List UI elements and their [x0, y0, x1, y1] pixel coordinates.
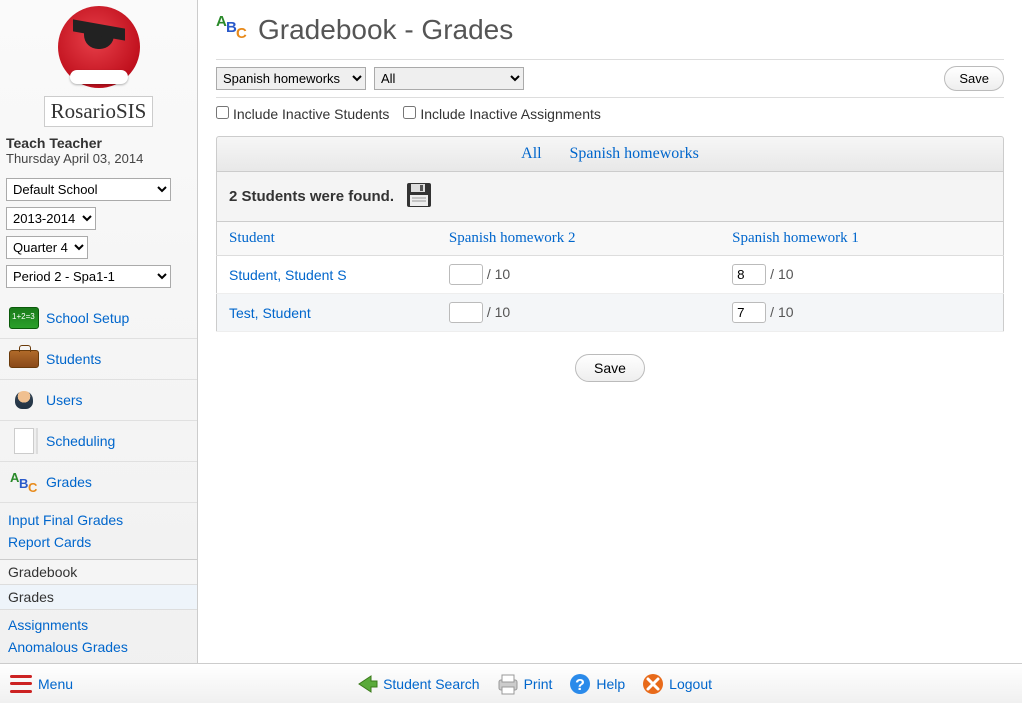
grades-table: Student Spanish homework 2 Spanish homew…: [216, 222, 1004, 332]
results-count-text: 2 Students were found.: [229, 188, 394, 205]
schedule-icon: [8, 427, 40, 455]
save-button-top[interactable]: Save: [944, 66, 1004, 91]
tab-all[interactable]: All: [521, 145, 541, 162]
nav-scheduling-label: Scheduling: [46, 433, 115, 449]
save-disk-icon[interactable]: [406, 182, 432, 211]
grades-sublinks-2: Assignments Anomalous Grades: [0, 610, 197, 664]
footer-actions: Student Search Print ? Help Logout: [353, 671, 722, 697]
period-select[interactable]: Period 2 - Spa1-1: [6, 265, 171, 288]
quarter-select[interactable]: Quarter 4: [6, 236, 88, 259]
link-assignments[interactable]: Assignments: [8, 614, 189, 636]
printer-icon: [496, 672, 520, 696]
footer-help[interactable]: ? Help: [568, 672, 625, 696]
nav-students[interactable]: Students: [0, 339, 197, 380]
logo: [0, 0, 197, 92]
link-input-final-grades[interactable]: Input Final Grades: [8, 509, 189, 531]
page-title-row: ABC Gradebook - Grades: [216, 12, 1004, 47]
chk-inactive-students[interactable]: [216, 106, 229, 119]
footer-menu-label: Menu: [38, 676, 73, 692]
save-button-bottom[interactable]: Save: [575, 354, 645, 382]
footer-student-search[interactable]: Student Search: [353, 671, 480, 697]
nav: School Setup Students Users Scheduling A…: [0, 298, 197, 503]
user-name: Teach Teacher: [6, 135, 191, 151]
page-title: Gradebook - Grades: [258, 14, 513, 46]
briefcase-icon: [8, 345, 40, 373]
scroll-icon: [70, 70, 128, 84]
filter-row: Spanish homeworks All Save: [216, 59, 1004, 98]
logo-circle-icon: [58, 6, 140, 88]
grade-input-hw1[interactable]: [732, 302, 766, 323]
grade-of: / 10: [487, 304, 510, 320]
school-select[interactable]: Default School: [6, 178, 171, 201]
results-header: 2 Students were found.: [216, 172, 1004, 222]
table-row: Student, Student S / 10 / 10: [217, 256, 1004, 294]
grade-of: / 10: [770, 266, 793, 282]
arrow-left-icon: [353, 671, 379, 697]
nav-students-label: Students: [46, 351, 101, 367]
user-block: Teach Teacher Thursday April 03, 2014: [0, 135, 197, 178]
abc-icon: ABC: [8, 468, 40, 496]
brand-name: RosarioSIS: [44, 96, 154, 127]
footer-menu[interactable]: Menu: [10, 675, 73, 693]
svg-text:C: C: [236, 25, 247, 40]
chk-inactive-assignments[interactable]: [403, 106, 416, 119]
filter-all-select[interactable]: All: [374, 67, 524, 90]
svg-text:?: ?: [575, 677, 585, 694]
grade-input-hw1[interactable]: [732, 264, 766, 285]
nav-scheduling[interactable]: Scheduling: [0, 421, 197, 462]
current-date: Thursday April 03, 2014: [6, 151, 191, 166]
student-link[interactable]: Test, Student: [229, 305, 311, 321]
footer: Menu Student Search Print ? Help Logout: [0, 663, 1022, 703]
sidebar: RosarioSIS Teach Teacher Thursday April …: [0, 0, 198, 703]
help-icon: ?: [568, 672, 592, 696]
checkbox-row: Include Inactive Students Include Inacti…: [216, 98, 1004, 136]
logout-icon: [641, 672, 665, 696]
chalkboard-icon: [8, 304, 40, 332]
chk-inactive-assignments-label[interactable]: Include Inactive Assignments: [403, 106, 601, 122]
link-report-cards[interactable]: Report Cards: [8, 531, 189, 553]
tab-spanish-homeworks[interactable]: Spanish homeworks: [570, 145, 699, 162]
grade-input-hw2[interactable]: [449, 264, 483, 285]
year-select[interactable]: 2013-2014: [6, 207, 96, 230]
grade-input-hw2[interactable]: [449, 302, 483, 323]
nav-school-setup[interactable]: School Setup: [0, 298, 197, 339]
chk-inactive-students-label[interactable]: Include Inactive Students: [216, 106, 389, 122]
footer-logout[interactable]: Logout: [641, 672, 712, 696]
nav-users-label: Users: [46, 392, 83, 408]
svg-text:C: C: [28, 480, 38, 494]
subitem-grades-active[interactable]: Grades: [0, 585, 197, 610]
user-icon: [8, 386, 40, 414]
student-link[interactable]: Student, Student S: [229, 267, 347, 283]
footer-print[interactable]: Print: [496, 672, 553, 696]
col-hw2[interactable]: Spanish homework 2: [437, 222, 720, 256]
col-hw1[interactable]: Spanish homework 1: [720, 222, 1003, 256]
nav-school-setup-label: School Setup: [46, 310, 129, 326]
grade-of: / 10: [770, 304, 793, 320]
hamburger-icon: [10, 675, 32, 693]
nav-grades[interactable]: ABC Grades: [0, 462, 197, 503]
center-save-wrap: Save: [216, 354, 1004, 382]
graduation-cap-icon: [73, 24, 125, 54]
main-content: ABC Gradebook - Grades Spanish homeworks…: [198, 0, 1022, 663]
subheader-gradebook: Gradebook: [0, 559, 197, 585]
col-student[interactable]: Student: [217, 222, 437, 256]
filter-category-select[interactable]: Spanish homeworks: [216, 67, 366, 90]
svg-text:B: B: [19, 476, 28, 491]
grade-of: / 10: [487, 266, 510, 282]
grades-sublinks: Input Final Grades Report Cards: [0, 503, 197, 559]
nav-grades-label: Grades: [46, 474, 92, 490]
nav-users[interactable]: Users: [0, 380, 197, 421]
link-anomalous-grades[interactable]: Anomalous Grades: [8, 636, 189, 658]
table-row: Test, Student / 10 / 10: [217, 294, 1004, 332]
abc-title-icon: ABC: [216, 12, 248, 47]
tabs-bar: All Spanish homeworks: [216, 136, 1004, 172]
